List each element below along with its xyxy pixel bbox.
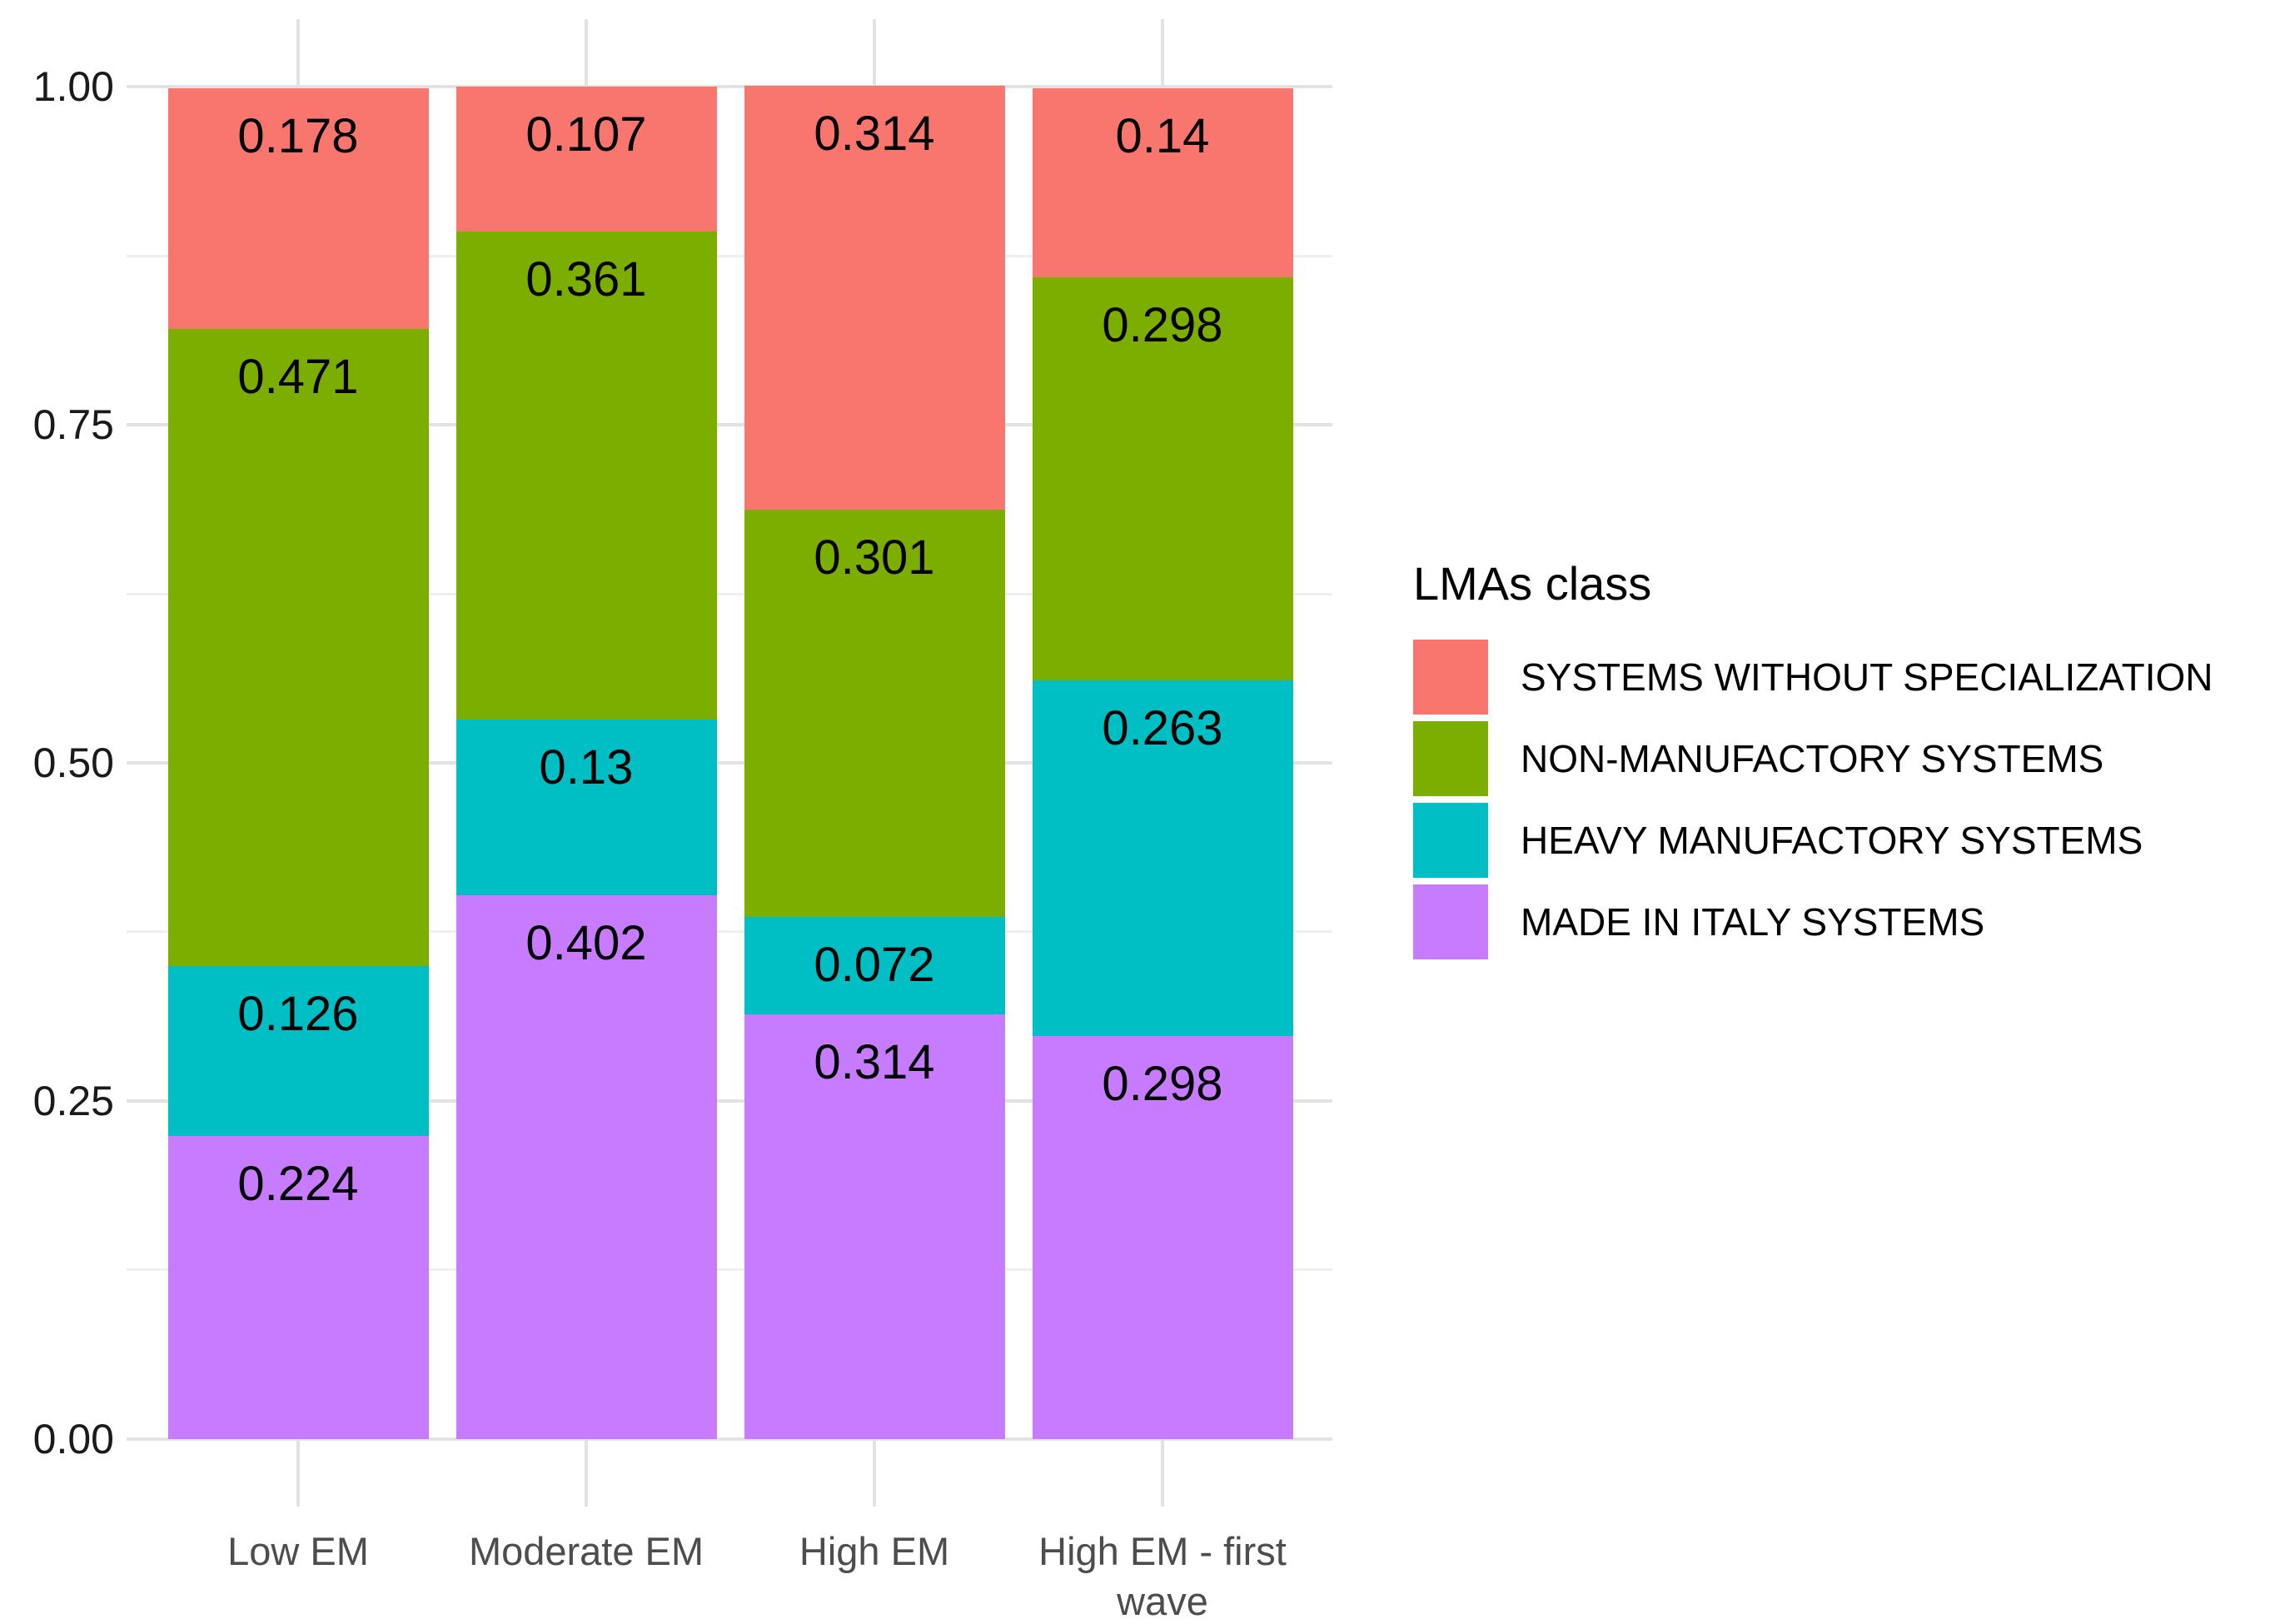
bar-value-label: 0.314 xyxy=(814,106,935,161)
y-tick-label: 0.50 xyxy=(32,740,114,786)
h-gridline-minor xyxy=(127,592,1332,595)
bar-value-label: 0.224 xyxy=(237,1157,359,1212)
h-gridline-major xyxy=(127,761,1332,765)
legend-key xyxy=(1413,721,1488,796)
h-gridline-minor xyxy=(127,930,1332,934)
x-category-label: Low EM xyxy=(227,1529,369,1573)
bar-segment: 0.126 xyxy=(167,965,429,1137)
bar-value-label: 0.126 xyxy=(237,986,359,1041)
y-tick-label: 1.00 xyxy=(32,63,114,111)
bar-segment: 0.301 xyxy=(744,510,1005,918)
bar-value-label: 0.298 xyxy=(1102,1056,1223,1111)
bar-segment: 0.471 xyxy=(167,328,429,966)
legend-label: HEAVY MANUFACTORY SYSTEMS xyxy=(1521,819,2143,862)
bar-value-label: 0.298 xyxy=(1102,298,1223,353)
bar-segment: 0.263 xyxy=(1032,680,1293,1036)
bar-segment: 0.178 xyxy=(167,87,429,329)
legend-key xyxy=(1413,884,1488,959)
legend-key xyxy=(1413,640,1488,715)
bar-high-em-first-wave: 0.298 0.263 0.298 0.14 xyxy=(1032,0,1293,1624)
bar-moderate-em: 0.402 0.13 0.361 0.107 xyxy=(456,0,717,1624)
h-gridline-major xyxy=(127,1437,1332,1441)
bar-segment: 0.361 xyxy=(456,231,717,720)
bar-value-label: 0.402 xyxy=(525,916,647,971)
bar-value-label: 0.263 xyxy=(1102,700,1223,755)
legend-key xyxy=(1413,803,1488,878)
bar-value-label: 0.13 xyxy=(539,740,634,795)
bar-value-label: 0.471 xyxy=(237,349,359,404)
bar-segment: 0.13 xyxy=(456,720,717,896)
bar-value-label: 0.314 xyxy=(814,1034,935,1089)
bar-segment: 0.298 xyxy=(1032,1035,1293,1439)
bar-segment: 0.402 xyxy=(456,895,717,1439)
legend-label: NON-MANUFACTORY SYSTEMS xyxy=(1521,737,2104,780)
bar-value-label: 0.072 xyxy=(814,938,935,993)
y-tick-label: 0.75 xyxy=(32,401,114,449)
bar-segment: 0.072 xyxy=(744,917,1005,1014)
h-gridline-major xyxy=(127,423,1332,427)
bar-segment: 0.107 xyxy=(456,87,717,232)
bar-segment: 0.298 xyxy=(1032,277,1293,680)
bar-segment: 0.14 xyxy=(1032,87,1293,278)
bar-value-label: 0.301 xyxy=(814,531,935,585)
h-gridline-major xyxy=(127,1098,1332,1103)
legend-title: LMAs class xyxy=(1413,557,1652,610)
h-gridline-major xyxy=(127,85,1332,89)
bar-value-label: 0.14 xyxy=(1115,108,1210,163)
x-category-label: High EM xyxy=(799,1529,950,1573)
bar-high-em: 0.314 0.072 0.301 0.314 xyxy=(744,0,1005,1624)
legend-label: MADE IN ITALY SYSTEMS xyxy=(1521,900,1985,944)
bar-value-label: 0.107 xyxy=(525,107,647,162)
y-tick-label: 0.00 xyxy=(32,1415,114,1462)
h-gridline-minor xyxy=(127,254,1332,257)
bar-segment: 0.224 xyxy=(167,1136,429,1439)
legend-label: SYSTEMS WITHOUT SPECIALIZATION xyxy=(1521,655,2213,699)
bar-segment: 0.314 xyxy=(744,85,1005,511)
bar-segment: 0.314 xyxy=(744,1014,1005,1439)
bar-value-label: 0.361 xyxy=(525,252,647,306)
bar-low-em: 0.224 0.126 0.471 0.178 xyxy=(167,0,429,1624)
h-gridline-minor xyxy=(127,1268,1332,1272)
x-category-label: High EM - first wave xyxy=(1038,1529,1287,1623)
bar-value-label: 0.178 xyxy=(237,108,359,163)
y-tick-label: 0.25 xyxy=(32,1077,114,1124)
x-category-label: Moderate EM xyxy=(468,1529,704,1573)
